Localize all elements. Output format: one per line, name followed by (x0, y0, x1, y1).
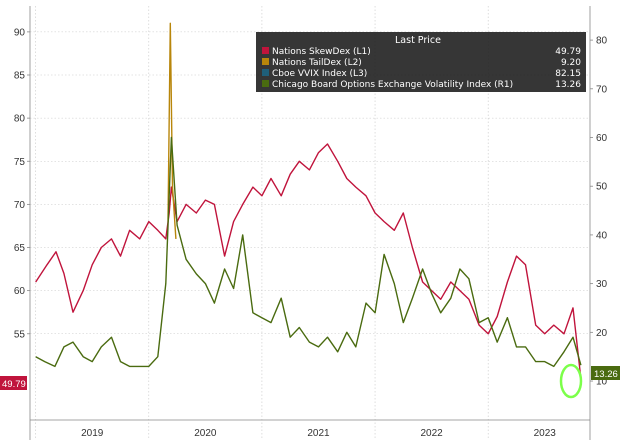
legend-value-skewdex: 49.79 (555, 47, 581, 57)
left-tick-label: 55 (14, 329, 26, 340)
legend-title: Last Price (395, 35, 441, 46)
legend-value-vvix: 82.15 (555, 69, 581, 79)
series-line-nations-taildex-l2 (167, 22, 177, 239)
badge-right-bg (591, 366, 620, 380)
badge-left-bg (0, 376, 27, 390)
series-line-chicago-board-options-exchange-volatility-index-r1 (35, 136, 582, 368)
badge-right-text: 13.26 (594, 369, 618, 380)
x-tick-label: 2020 (194, 428, 217, 439)
legend-swatch-skewdex (262, 47, 269, 54)
right-tick-label: 60 (596, 133, 608, 144)
right-tick-label: 20 (596, 328, 608, 339)
legend-label-taildex: Nations TailDex (L2) (272, 58, 362, 68)
axes: 2019 2020 2021 2022 2023 55 60 65 70 75 80 85 90 10 20… (14, 6, 608, 440)
x-tick-label: 2021 (307, 428, 330, 439)
series-line-nations-skewdex-l1 (35, 143, 582, 379)
legend-swatch-vvix (262, 69, 269, 76)
legend-value-vix: 13.26 (555, 80, 581, 90)
right-tick-label: 80 (596, 36, 608, 47)
right-tick-label: 50 (596, 182, 608, 193)
left-tick-label: 90 (14, 27, 26, 38)
series-layer (35, 22, 582, 379)
badge-left-text: 49.79 (2, 379, 26, 390)
x-tick-label: 2022 (420, 428, 443, 439)
right-tick-label: 10 (596, 377, 608, 388)
x-tick-label: 2023 (534, 428, 557, 439)
right-tick-label: 40 (596, 230, 608, 241)
left-tick-label: 65 (14, 243, 26, 254)
legend-box (256, 32, 586, 92)
left-tick-label: 70 (14, 200, 26, 211)
last-value-badge-right: 13.26 (591, 366, 620, 380)
legend: Last Price Nations SkewDex (L1) 49.79 Na… (256, 32, 586, 92)
last-value-badge-left: 49.79 (0, 376, 27, 390)
left-tick-label: 60 (14, 286, 26, 297)
left-tick-label: 75 (14, 157, 26, 168)
right-tick-label: 30 (596, 279, 608, 290)
legend-swatch-taildex (262, 58, 269, 65)
left-tick-label: 80 (14, 114, 26, 125)
legend-label-vvix: Cboe VVIX Index (L3) (272, 69, 367, 79)
legend-value-taildex: 9.20 (561, 58, 581, 68)
legend-label-skewdex: Nations SkewDex (L1) (272, 47, 371, 57)
highlight-circle (559, 363, 583, 399)
legend-label-vix: Chicago Board Options Exchange Volatilit… (272, 80, 513, 90)
right-tick-label: 70 (596, 84, 608, 95)
legend-swatch-vix (262, 80, 269, 87)
left-tick-label: 85 (14, 71, 26, 82)
x-tick-label: 2019 (81, 428, 104, 439)
gridlines (30, 6, 590, 440)
